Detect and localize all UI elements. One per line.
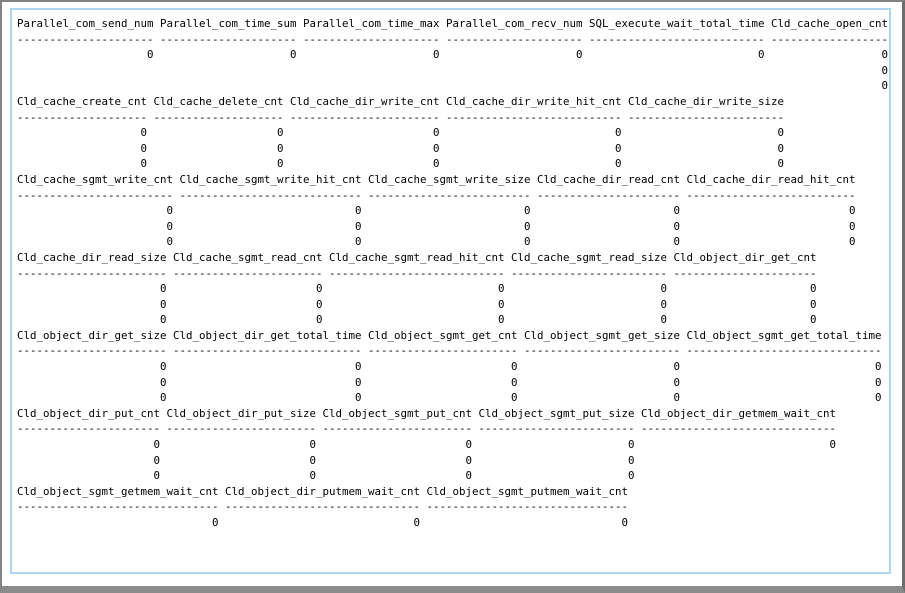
console-line: 0 0 0 0 0 (17, 375, 882, 389)
console-line: 0 0 0 0 0 (17, 235, 856, 249)
console-line: Cld_object_dir_get_size Cld_object_dir_g… (17, 328, 882, 342)
console-line: 0 0 0 0 0 (17, 360, 882, 374)
console-line: 0 0 0 0 0 (17, 204, 856, 218)
console-line: 0 0 0 0 0 (17, 391, 882, 405)
console-line: 0 0 0 0 0 0 (17, 48, 889, 62)
console-line: ----------------------- ----------------… (17, 344, 882, 358)
console-line: 0 0 0 0 0 (17, 126, 785, 140)
console-line: 0 0 0 0 0 (17, 157, 785, 171)
output-area: Parallel_com_send_num Parallel_com_time_… (10, 8, 891, 574)
console-line: 0 0 0 0 0 (17, 297, 817, 311)
console-line: 0 0 0 0 0 (17, 438, 837, 452)
console-line: 0 0 0 (17, 516, 629, 529)
console-line: Cld_cache_create_cnt Cld_cache_delete_cn… (17, 94, 785, 108)
console-line: ---------------------- -----------------… (17, 422, 837, 436)
console-line: 0 0 0 0 0 (17, 219, 856, 233)
console-line: ------------------------ ---------------… (17, 188, 856, 202)
console-line: Cld_object_dir_put_cnt Cld_object_dir_pu… (17, 406, 837, 420)
console-line: -------------------- -------------------… (17, 110, 785, 124)
console-line: Parallel_com_send_num Parallel_com_time_… (17, 17, 889, 30)
console-output: Parallel_com_send_num Parallel_com_time_… (12, 10, 889, 531)
console-line: 0 (17, 79, 889, 93)
console-line: 0 0 0 0 (17, 469, 837, 483)
console-line: 0 0 0 0 (17, 453, 837, 467)
console-line: ------------------------------- --------… (17, 500, 629, 514)
console-line: Cld_cache_dir_read_size Cld_cache_sgmt_r… (17, 250, 817, 264)
console-line: 0 0 0 0 0 (17, 141, 785, 155)
console-line: 0 0 0 0 0 (17, 282, 817, 296)
console-line: 0 0 0 0 0 (17, 313, 817, 327)
console-line: Cld_cache_sgmt_write_cnt Cld_cache_sgmt_… (17, 172, 856, 186)
console-line: Cld_object_sgmt_getmem_wait_cnt Cld_obje… (17, 484, 629, 498)
console-line: ----------------------- ----------------… (17, 266, 817, 280)
console-line: 0 (17, 63, 889, 77)
console-line: --------------------- ------------------… (17, 32, 889, 46)
